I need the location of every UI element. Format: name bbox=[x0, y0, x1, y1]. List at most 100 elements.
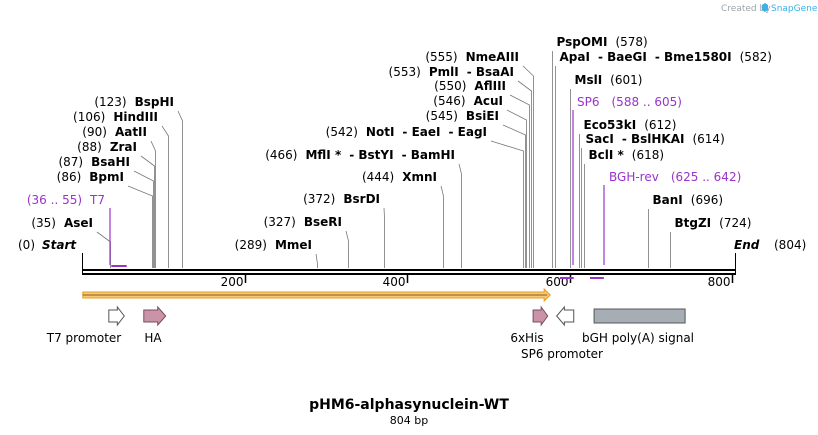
site-label-msli-601-601[interactable]: MslI (601) bbox=[575, 73, 643, 87]
start-position: (0) bbox=[18, 238, 35, 252]
enzyme-name: BseRI bbox=[304, 215, 342, 229]
site-label-545-bsiei-545[interactable]: (545) BsiEI bbox=[426, 109, 499, 123]
site-line-372-bsrdi-372 bbox=[383, 207, 385, 268]
enzyme-name: - BsaAI bbox=[467, 65, 514, 79]
ruler-label-400: 400 bbox=[383, 275, 406, 289]
site-label-106-hindiii-106[interactable]: (106) HindIII bbox=[73, 110, 158, 124]
enzyme-name: - BamHI bbox=[402, 148, 455, 162]
primer-name: BGH-rev bbox=[609, 170, 659, 184]
site-line-123-bsphi-123 bbox=[177, 110, 183, 268]
orf-arrow bbox=[82, 287, 551, 303]
site-position: (542) bbox=[326, 125, 358, 139]
primer-range: (625 .. 642) bbox=[671, 170, 741, 184]
enzyme-name: SacI bbox=[586, 132, 614, 146]
site-label-pspomi-578-578[interactable]: PspOMI (578) bbox=[557, 35, 648, 49]
site-label-90-aatii-90[interactable]: (90) AatII bbox=[82, 125, 147, 139]
enzyme-name: NmeAIII bbox=[466, 50, 519, 64]
site-lines bbox=[96, 51, 671, 268]
backbone bbox=[82, 253, 736, 275]
primer-t7[interactable]: (36 .. 55) T7 bbox=[27, 193, 127, 267]
primer-label: (36 .. 55) T7 bbox=[27, 193, 105, 207]
site-line-550-afliii-550 bbox=[509, 94, 530, 268]
primer-range: (588 .. 605) bbox=[612, 95, 682, 109]
site-line-106-hindiii-106 bbox=[161, 125, 169, 268]
site-position: (582) bbox=[740, 50, 772, 64]
enzyme-name: - BaeGI bbox=[598, 50, 647, 64]
primer-label: SP6 (588 .. 605) bbox=[577, 95, 682, 109]
site-label-123-bsphi-123[interactable]: (123) BspHI bbox=[94, 95, 174, 109]
feature-bgh-poly-a-signal[interactable]: bGH poly(A) signal bbox=[582, 308, 694, 345]
site-label-372-bsrdi-372[interactable]: (372) BsrDI bbox=[303, 192, 380, 206]
site-position: (35) bbox=[31, 216, 56, 230]
enzyme-name: PmlI bbox=[429, 65, 459, 79]
site-position: (90) bbox=[82, 125, 107, 139]
site-line-542-noti-eaei-eagi-542 bbox=[490, 140, 524, 268]
enzyme-name: BanI bbox=[653, 193, 683, 207]
site-position: (106) bbox=[73, 110, 105, 124]
primer-bgh-rev[interactable]: BGH-rev (625 .. 642) bbox=[590, 170, 741, 279]
enzyme-name: BtgZI bbox=[675, 216, 712, 230]
feature-6xhis[interactable]: 6xHis bbox=[510, 305, 549, 345]
site-label-444-xmni-444[interactable]: (444) XmnI bbox=[362, 170, 437, 184]
site-label-35-asei-35[interactable]: (35) AseI bbox=[31, 216, 93, 230]
snapgene-logo-icon bbox=[762, 3, 768, 12]
site-label-btgzi-724-724[interactable]: BtgZI (724) bbox=[675, 216, 752, 230]
site-label-555-nmeaiii-555[interactable]: (555) NmeAIII bbox=[425, 50, 519, 64]
enzyme-name: ZraI bbox=[110, 140, 137, 154]
enzyme-name: BpmI bbox=[89, 170, 124, 184]
enzyme-name: MflI * bbox=[305, 148, 341, 162]
feature-shape bbox=[108, 305, 125, 327]
enzyme-name: AcuI bbox=[474, 94, 503, 108]
feature-shape bbox=[556, 305, 575, 327]
site-label-eco53ki-612-612[interactable]: Eco53kI (612) bbox=[584, 118, 677, 132]
site-label-553-pmli-bsaai-553[interactable]: (553) PmlI - BsaAI bbox=[389, 65, 514, 79]
primer-name: T7 bbox=[89, 193, 105, 207]
enzyme-name: AatII bbox=[115, 125, 147, 139]
credit-prefix: Created by bbox=[721, 4, 771, 14]
enzyme-name: AseI bbox=[64, 216, 93, 230]
ruler-label-800: 800 bbox=[708, 275, 731, 289]
site-line-545-bsiei-545 bbox=[502, 124, 526, 268]
site-label-86-bpmi-86[interactable]: (86) BpmI bbox=[57, 170, 124, 184]
site-label-289-mmei-289[interactable]: (289) MmeI bbox=[235, 238, 312, 252]
site-position: (123) bbox=[94, 95, 126, 109]
site-line-327-bseri-327 bbox=[345, 230, 349, 268]
enzyme-name: - EaeI bbox=[402, 125, 440, 139]
site-label-bcli-618-618[interactable]: BclI * (618) bbox=[589, 148, 665, 162]
site-label-bani-696-696[interactable]: BanI (696) bbox=[653, 193, 724, 207]
site-position: (466) bbox=[265, 148, 297, 162]
feature-ha[interactable]: HA bbox=[143, 305, 167, 345]
site-position: (546) bbox=[433, 94, 465, 108]
enzyme-name: - BslHKAI bbox=[622, 132, 685, 146]
feature-label: bGH poly(A) signal bbox=[582, 331, 694, 345]
site-line-88-zrai-88 bbox=[140, 155, 155, 268]
site-label-550-afliii-550[interactable]: (550) AflIII bbox=[434, 79, 506, 93]
enzyme-name: BsrDI bbox=[343, 192, 380, 206]
site-line-546-acui-546 bbox=[506, 109, 527, 268]
site-label-saci-bslhkai-614-614[interactable]: SacI - BslHKAI (614) bbox=[586, 132, 725, 146]
site-line-466-mfli-bstyi-bamhi-466 bbox=[458, 163, 462, 268]
enzyme-name: Eco53kI bbox=[584, 118, 637, 132]
enzyme-name: BclI * bbox=[589, 148, 625, 162]
backbone-bottom-strand bbox=[82, 273, 736, 275]
site-position: (372) bbox=[303, 192, 335, 206]
site-label-88-zrai-88[interactable]: (88) ZraI bbox=[77, 140, 137, 154]
enzyme-name: ApaI bbox=[560, 50, 590, 64]
enzyme-name: BspHI bbox=[135, 95, 174, 109]
site-position: (87) bbox=[58, 155, 83, 169]
site-label-542-noti-eaei-eagi-542[interactable]: (542) NotI - EaeI - EagI bbox=[326, 125, 487, 139]
site-position: (601) bbox=[610, 73, 642, 87]
feature-sp6-promoter[interactable]: SP6 promoter bbox=[521, 305, 603, 361]
site-line-90-aatii-90 bbox=[150, 140, 156, 268]
enzyme-name: PspOMI bbox=[557, 35, 608, 49]
site-label-327-bseri-327[interactable]: (327) BseRI bbox=[264, 215, 342, 229]
site-label-546-acui-546[interactable]: (546) AcuI bbox=[433, 94, 503, 108]
features: T7 promoter HA 6xHis SP6 promoter bGH poly(A… bbox=[46, 305, 694, 361]
feature-t7-promoter[interactable]: T7 promoter bbox=[46, 305, 125, 345]
site-label-87-bsahi-87[interactable]: (87) BsaHI bbox=[58, 155, 130, 169]
site-label-apai-baegi-bme1580i-582-582[interactable]: ApaI - BaeGI - Bme1580I (582) bbox=[560, 50, 772, 64]
site-position: (614) bbox=[692, 132, 724, 146]
primer-sp6[interactable]: SP6 (588 .. 605) bbox=[559, 95, 682, 279]
site-label-466-mfli-bstyi-bamhi-466[interactable]: (466) MflI * - BstYI - BamHI bbox=[265, 148, 455, 162]
